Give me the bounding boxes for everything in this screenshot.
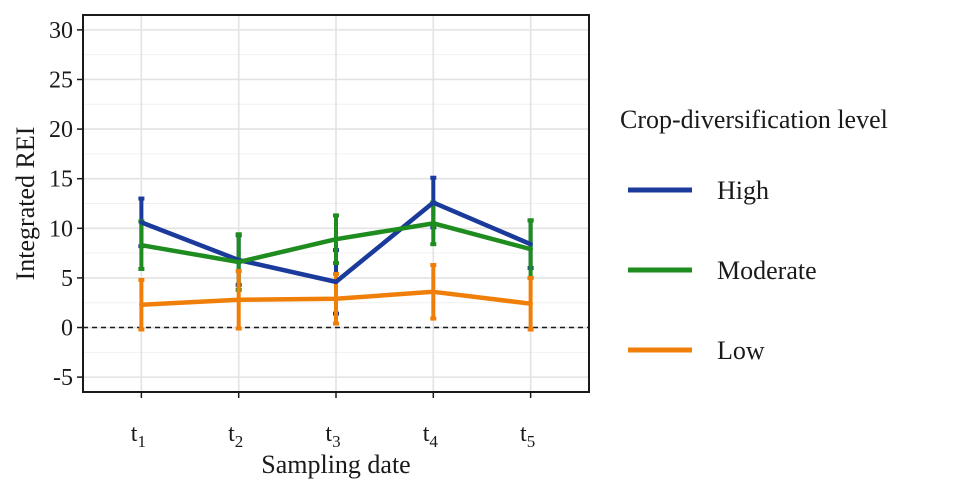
y-axis-label: Integrated REI — [11, 127, 40, 281]
x-tick-label: t3 — [325, 421, 340, 451]
legend-label: Low — [717, 336, 765, 365]
x-tick-label: t4 — [423, 421, 439, 451]
series-line-high — [139, 200, 533, 285]
grid-lines — [83, 15, 589, 392]
x-axis-ticks: t1 t2 t3 t4 t5 — [131, 392, 535, 451]
y-axis-ticks: -5 0 5 10 15 20 25 30 — [49, 18, 83, 391]
legend-label: Moderate — [717, 256, 817, 285]
x-tick-label: t5 — [520, 421, 535, 451]
series-line-low — [139, 289, 533, 307]
x-axis-label: Sampling date — [261, 450, 410, 479]
legend-title: Crop-diversification level — [620, 105, 888, 134]
y-tick-label: 10 — [49, 216, 73, 242]
y-tick-label: 25 — [49, 67, 73, 93]
y-tick-label: 30 — [49, 18, 73, 44]
y-tick-label: -5 — [53, 365, 73, 391]
y-tick-label: 0 — [61, 316, 73, 342]
series-line-moderate — [139, 221, 533, 265]
y-tick-label: 5 — [61, 266, 73, 292]
x-tick-label: t1 — [131, 421, 146, 451]
legend-label: High — [717, 176, 769, 205]
series-layer — [138, 175, 534, 332]
x-tick-label: t2 — [228, 421, 243, 451]
legend-item-moderate: Moderate — [628, 256, 817, 285]
legend-item-high: High — [628, 176, 769, 205]
legend: Crop-diversification level High Moderate L… — [620, 105, 888, 365]
legend-item-low: Low — [628, 336, 765, 365]
y-tick-label: 20 — [49, 117, 73, 143]
y-tick-label: 15 — [49, 167, 73, 193]
